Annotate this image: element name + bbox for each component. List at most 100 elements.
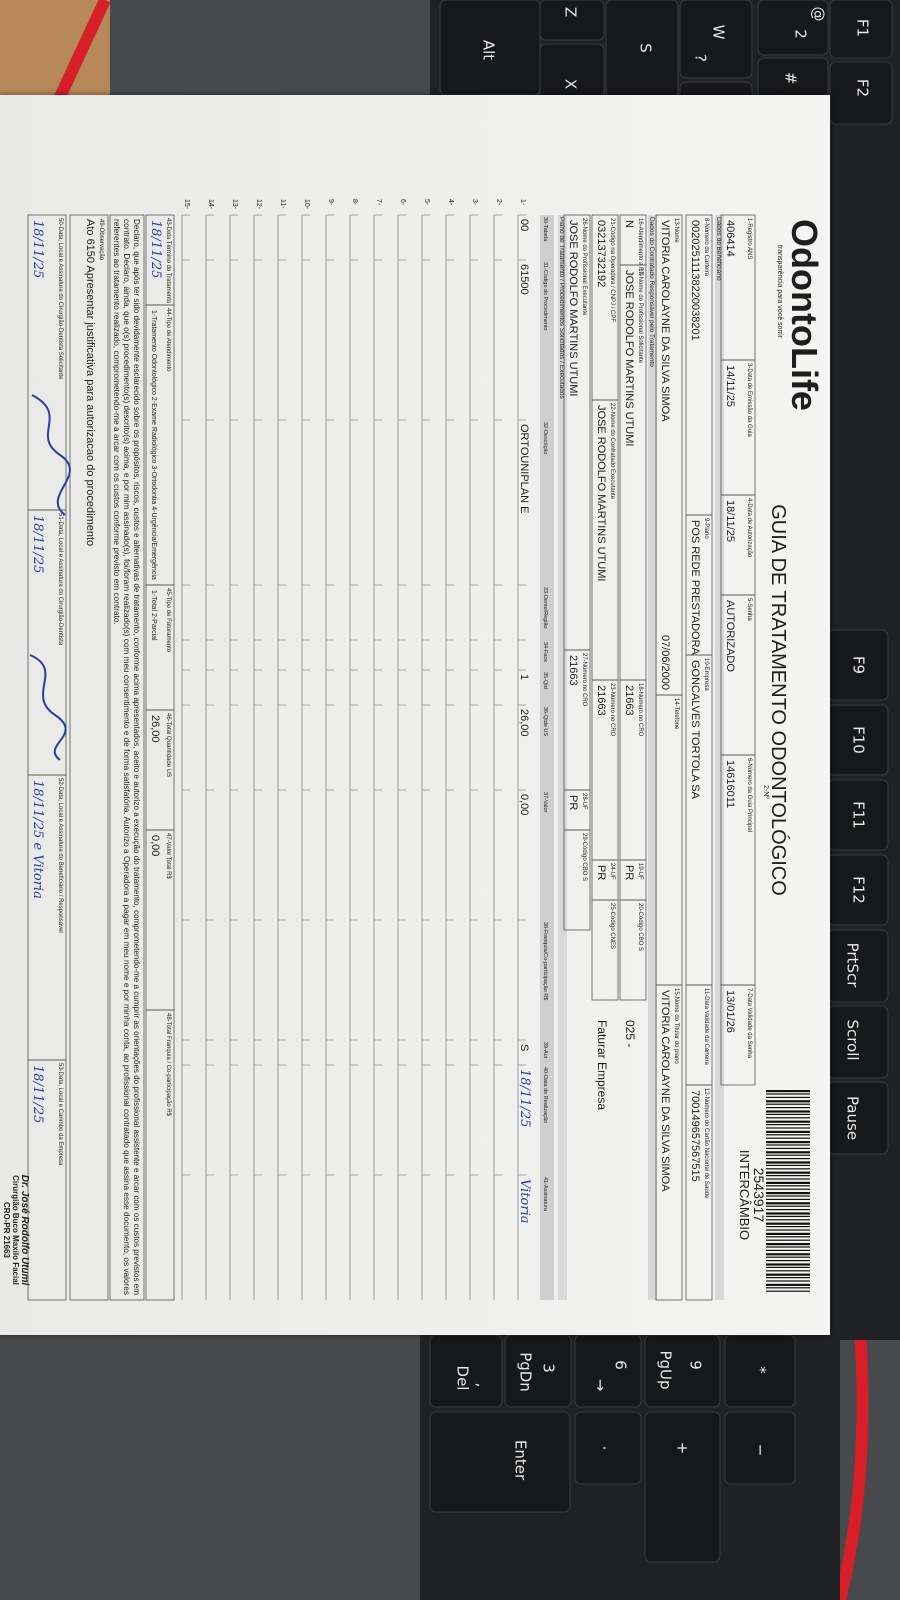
barcode-bar: [766, 1090, 810, 1093]
barcode-bar: [766, 1263, 810, 1266]
key-label: F12: [850, 876, 868, 904]
barcode-bar: [766, 1164, 810, 1167]
handwritten-value: 18/11/25: [148, 220, 163, 278]
barcode-bar: [766, 1158, 810, 1160]
barcode-bar: [766, 1141, 810, 1144]
field-label: 46-Total Quantidade US: [165, 713, 171, 777]
field-label: 23-Número no CRO: [609, 683, 615, 737]
row-number: 13-: [231, 199, 238, 210]
interchange: INTERCÂMBIO: [737, 1150, 752, 1240]
row-number: 12-: [255, 199, 262, 210]
handwritten-value: 18/11/25: [517, 1069, 532, 1127]
field-value: 0,00: [149, 835, 161, 856]
barcode-bar: [766, 1100, 810, 1103]
key-label: .: [600, 1446, 618, 1451]
field-label: 47-Valor Total R$: [165, 833, 171, 879]
key-label: −: [752, 1444, 770, 1457]
barcode-bar: [766, 1171, 810, 1174]
row-number: 9-: [327, 199, 334, 206]
field-label: 3-Data de Emissão da Guia: [746, 363, 752, 437]
key: [724, 1334, 796, 1408]
cell-value: ORTOUNIPLAN E: [518, 424, 530, 513]
key-label: ?: [692, 54, 710, 62]
field-value: 00202511138220038201: [689, 220, 701, 341]
field-value: PR: [567, 795, 579, 810]
signature: [29, 654, 67, 761]
field-value: 1-Tratamento Odontológico 2-Exame Radiol…: [150, 310, 157, 580]
signature: [31, 394, 71, 516]
field-value: 26,00: [149, 715, 161, 743]
field-label: 21-Código na Operadora / CNPJ / CPF: [609, 218, 615, 322]
field-value: 03213732192: [595, 220, 607, 287]
key-label: Enter: [512, 1440, 530, 1481]
key: [574, 1334, 642, 1408]
key: [644, 1411, 721, 1563]
handwritten-value: 18/11/25: [30, 220, 45, 278]
key-label: Del: [454, 1366, 472, 1391]
field-label: 19-UF: [637, 863, 643, 880]
section-title: Plano de Tratamento / Procedimentos Soli…: [558, 217, 565, 399]
key-label: 3: [540, 1363, 558, 1373]
field-value: AUTORIZADO: [724, 600, 736, 672]
field-value: PR: [623, 865, 635, 880]
key-label: F10: [850, 726, 868, 754]
row-number: 10-: [303, 199, 310, 210]
column-header: 39-Aut: [542, 1042, 548, 1059]
field-value: JOSE RODOLFO MARTINS UTUMI: [567, 220, 579, 396]
key-label: F11: [850, 801, 868, 829]
barcode-bar: [766, 1205, 810, 1207]
field-label: 10-Empresa: [703, 658, 709, 691]
field-value: 21663: [567, 655, 579, 686]
row-number: 4-: [447, 199, 454, 206]
cell-value: S: [518, 1044, 530, 1051]
barcode-bar: [766, 1107, 810, 1109]
barcode-bar: [766, 1130, 810, 1134]
column-header: 36-Qtde US: [542, 707, 548, 736]
key-label: ,: [474, 1383, 492, 1388]
field-label: 17-Nome do Profissional Solicitante: [637, 268, 643, 364]
field-value: N: [623, 220, 635, 228]
declaration-line: referentes ao tratamento realizado, comp…: [112, 219, 122, 625]
column-header: 34-Face: [542, 642, 548, 662]
field-label: 52-Data, Local e Assinatura do Beneficiá…: [57, 778, 63, 933]
key-label: PgUp: [657, 1350, 675, 1389]
handwritten-value: 18/11/25: [30, 515, 45, 573]
barcode-bar: [766, 1147, 810, 1150]
barcode-bar: [766, 1239, 810, 1241]
key: [829, 0, 893, 59]
field-label: 44-Tipo de Atendimento: [165, 308, 171, 372]
key: [679, 0, 753, 79]
field-label: 24-UF: [609, 863, 615, 880]
column-header: 37-Valor: [542, 792, 548, 813]
key-label: S: [637, 43, 655, 53]
field-label: 27-Número no CRO: [581, 653, 587, 707]
barcode-bar: [766, 1209, 810, 1211]
field-label: 6-Número da Guia Principal: [746, 758, 752, 832]
field-label: 15-Nome do Titular do plano: [673, 988, 679, 1064]
field-label: 48-Total Franquia / Co-participação R$: [165, 1013, 171, 1117]
row-number: 1-: [519, 199, 526, 206]
row-number: 11-: [279, 199, 286, 209]
field-value: POS REDE PRESTADORA: [689, 520, 701, 656]
key-label: W: [710, 25, 728, 40]
barcode-bar: [766, 1195, 810, 1197]
row-number: 2-: [495, 199, 502, 206]
field-label: 25-Código CNES: [609, 903, 615, 949]
field-label: 26-Nome do Profissional Executante: [581, 218, 587, 316]
handwritten-value: 18/11/25: [30, 1065, 45, 1123]
table-header-bar: [540, 215, 554, 1300]
barcode-bar: [766, 1117, 810, 1119]
key-label: Scroll: [844, 1019, 862, 1060]
barcode-bar: [766, 1093, 810, 1095]
key: [574, 1411, 642, 1485]
cable: [834, 1329, 869, 1600]
field-value: JOSE RODOLFO MARTINS UTUMI: [623, 270, 635, 446]
barcode-bar: [766, 1168, 810, 1170]
field-box: [619, 899, 647, 1001]
stamp-line: Dr. José Rodolfo Utumi: [19, 1175, 30, 1286]
key-label: @: [810, 7, 828, 22]
barcode-bar: [766, 1113, 810, 1115]
field-label: 7-Data Validade da Senha: [746, 988, 752, 1059]
section-title: Dados do Contratado Responsável pelo Tra…: [648, 217, 655, 367]
